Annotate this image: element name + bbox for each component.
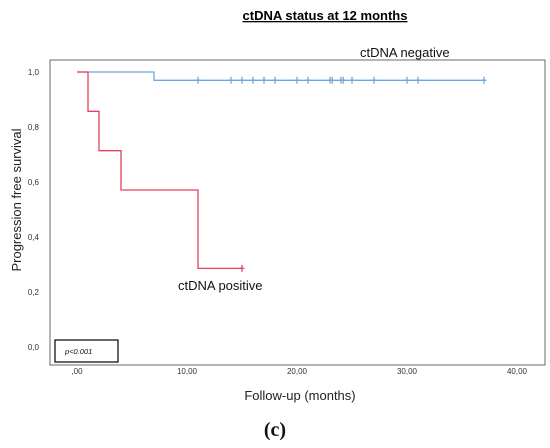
censor-mark-ctdna-negative: [329, 76, 335, 84]
y-tick-label: 0,8: [28, 123, 40, 132]
x-tick-label: 20,00: [287, 367, 308, 376]
p-value-text: p<0.001: [64, 347, 92, 356]
km-curve-ctdna-positive: [77, 71, 242, 270]
y-tick-label: 0,4: [28, 233, 40, 242]
series-label-ctdna-positive: ctDNA positive: [178, 278, 263, 293]
y-tick-label: 0,0: [28, 343, 40, 352]
figure-caption: (c): [264, 419, 286, 441]
x-axis-label: Follow-up (months): [244, 388, 355, 403]
censor-mark-ctdna-negative: [239, 76, 245, 84]
x-tick-label: 10,00: [177, 367, 198, 376]
x-axis-ticks: ,00 10,00 20,00 30,00 40,00: [71, 367, 527, 376]
censor-mark-ctdna-negative: [404, 76, 410, 84]
y-axis-label: Progression free survival: [9, 128, 24, 271]
chart-title: ctDNA status at 12 months: [243, 8, 408, 23]
y-axis-ticks: 0,0 0,2 0,4 0,6 0,8 1,0: [28, 68, 40, 352]
censor-mark-ctdna-negative: [415, 76, 421, 84]
censor-mark-ctdna-negative: [294, 76, 300, 84]
x-tick-label: ,00: [71, 367, 83, 376]
plot-area-border: [49, 59, 546, 366]
censor-mark-ctdna-positive: [239, 264, 245, 272]
x-tick-label: 30,00: [397, 367, 418, 376]
x-tick-label: 40,00: [507, 367, 528, 376]
censor-mark-ctdna-negative: [371, 76, 377, 84]
censor-mark-ctdna-negative: [261, 76, 267, 84]
plot-frame: [49, 59, 546, 366]
censor-mark-ctdna-negative: [349, 76, 355, 84]
survival-curves: [77, 71, 487, 272]
censor-mark-ctdna-negative: [272, 76, 278, 84]
series-label-ctdna-negative: ctDNA negative: [360, 45, 450, 60]
p-value-box-border: [54, 339, 119, 363]
km-curve-ctdna-negative: [77, 71, 484, 81]
censor-mark-ctdna-negative: [228, 76, 234, 84]
censor-mark-ctdna-negative: [481, 76, 487, 84]
y-tick-label: 1,0: [28, 68, 40, 77]
censor-mark-ctdna-negative: [195, 76, 201, 84]
y-tick-label: 0,6: [28, 178, 40, 187]
censor-mark-ctdna-negative: [340, 76, 346, 84]
p-value-box: p<0.001: [54, 339, 119, 363]
censor-mark-ctdna-negative: [250, 76, 256, 84]
censor-mark-ctdna-negative: [305, 76, 311, 84]
y-tick-label: 0,2: [28, 288, 40, 297]
